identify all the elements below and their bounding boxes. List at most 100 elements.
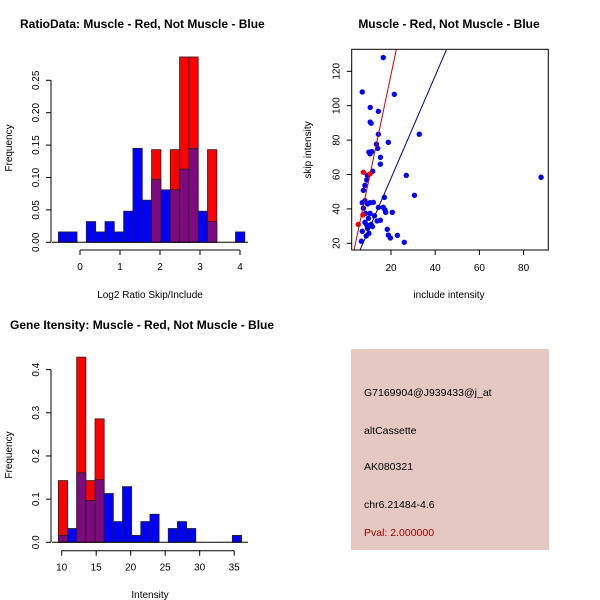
info-accession: AK080321 [364,461,413,473]
ratio-histogram-ylabel: Frequency [4,124,15,171]
scatter-point-not-muscle [403,172,409,179]
intensity-x-tick-label: 35 [229,563,241,574]
intensity-x-tick-label: 10 [56,563,68,574]
ratio-y-tick-label: 0.25 [31,70,42,90]
ratio-bar-not-muscle [85,221,97,243]
scatter-point-not-muscle [367,210,373,217]
scatter-point-not-muscle [385,139,392,146]
gene-intensity-title: Gene Itensity: Muscle - Red, Not Muscle … [10,318,274,332]
info-pval: Pval: 2.000000 [364,527,434,539]
intensity-bar-overlap [94,479,105,543]
gene-intensity-xlabel: Intensity [131,590,168,600]
scatter-point-not-muscle [401,239,407,245]
intensity-bar-not-muscle [167,528,178,543]
ratio-x-tick-label: 1 [117,262,123,273]
ratio-histogram-xlabel: Log2 Ratio Skip/Include [97,290,203,301]
ratio-bar-not-muscle [58,231,69,243]
scatter-point-not-muscle [375,145,381,152]
ratio-bar-not-muscle [104,221,115,243]
scatter-frame [351,48,549,251]
scatter-point-not-muscle [375,108,382,115]
info-location: chr6.21484-4.6 [364,499,435,511]
scatter-point-not-muscle [377,154,384,160]
scatter-point-not-muscle [367,104,373,111]
scatter-title: Muscle - Red, Not Muscle - Blue [358,17,540,31]
ratio-histogram-title: RatioData: Muscle - Red, Not Muscle - Bl… [20,17,265,31]
info-panel-background [351,349,549,550]
scatter-point-not-muscle [369,148,375,155]
intensity-y-tick-label: 0.4 [31,362,42,376]
scatter-point-not-muscle [411,192,418,199]
scatter-y-tick-label: 60 [332,169,343,181]
intensity-bar-not-muscle [231,534,242,543]
scatter-point-not-muscle [389,209,396,216]
ratio-bar-not-muscle [197,210,208,243]
intensity-x-tick-label: 25 [160,563,172,574]
intensity-scatter: Muscle - Red, Not Muscle - Blue 20 40 60 80… [303,17,549,301]
intensity-bar-not-muscle [149,513,160,543]
info-probe-id: G7169904@J939433@j_at [364,387,492,399]
intensity-bar-overlap [85,500,96,543]
ratio-bar-not-muscle [123,210,134,243]
ratio-bar-not-muscle [141,199,152,243]
intensity-bar-not-muscle [131,534,142,543]
intensity-bar-not-muscle [67,528,78,543]
ratio-histogram: RatioData: Muscle - Red, Not Muscle - Bl… [4,17,265,301]
scatter-point-not-muscle [377,217,384,223]
scatter-x-tick-label: 60 [474,263,486,274]
ratio-bar-overlap [207,221,218,243]
intensity-x-tick-label: 20 [125,563,137,574]
info-event-type: altCassette [364,425,417,437]
scatter-point-not-muscle [370,199,377,206]
scatter-point-not-muscle [382,209,389,216]
ratio-bar-not-muscle [67,231,78,243]
scatter-x-tick-label: 20 [385,263,397,274]
ratio-bar-overlap [151,179,162,243]
intensity-bar-overlap [76,472,87,543]
gene-intensity-histogram: Gene Itensity: Muscle - Red, Not Muscle … [4,318,274,600]
scatter-y-tick-label: 120 [332,63,343,80]
scatter-point-not-muscle [380,54,386,61]
fit-line-not-muscle [359,49,448,250]
scatter-point-not-muscle [360,187,367,194]
scatter-point-not-muscle [384,226,390,233]
scatter-point-muscle [360,169,367,175]
scatter-point-not-muscle [359,228,365,234]
ratio-y-tick-label: 0.20 [31,103,42,123]
ratio-bar-overlap [179,168,190,243]
ratio-y-tick-label: 0.05 [31,200,42,220]
scatter-xlabel: include intensity [413,290,484,301]
scatter-point-not-muscle [391,91,398,98]
ratio-x-tick-label: 3 [197,262,203,273]
intensity-bar-not-muscle [177,521,187,543]
ratio-y-tick-label: 0.00 [31,232,42,252]
intensity-bar-muscle [57,480,68,543]
intensity-y-tick-label: 0.2 [31,449,42,463]
scatter-x-tick-label: 40 [430,263,442,274]
intensity-bar-not-muscle [122,486,133,543]
ratio-bar-not-muscle [235,231,246,243]
scatter-y-tick-label: 40 [332,203,343,215]
intensity-bar-overlap [57,534,68,543]
ratio-y-tick-label: 0.15 [31,135,42,155]
ratio-bar-overlap [188,147,199,243]
intensity-bar-not-muscle [103,493,114,543]
ratio-bar-not-muscle [160,189,171,243]
scatter-point-not-muscle [362,182,368,189]
intensity-bar-not-muscle [112,521,123,543]
ratio-bar-overlap [169,189,180,243]
ratio-x-tick-label: 4 [237,262,243,273]
gene-intensity-ylabel: Frequency [4,431,15,478]
scatter-point-not-muscle [387,235,394,241]
scatter-x-tick-label: 80 [518,263,530,274]
scatter-y-tick-label: 100 [332,97,343,114]
ratio-x-tick-label: 0 [77,262,83,273]
info-panel: G7169904@J939433@j_at altCassette AK0803… [351,349,549,550]
ratio-bar-not-muscle [113,231,125,243]
scatter-ylabel: skip intensity [303,121,314,178]
scatter-point-not-muscle [365,215,372,222]
intensity-y-tick-label: 0.0 [31,535,42,549]
scatter-point-not-muscle [394,232,401,239]
intensity-x-tick-label: 15 [91,563,103,574]
